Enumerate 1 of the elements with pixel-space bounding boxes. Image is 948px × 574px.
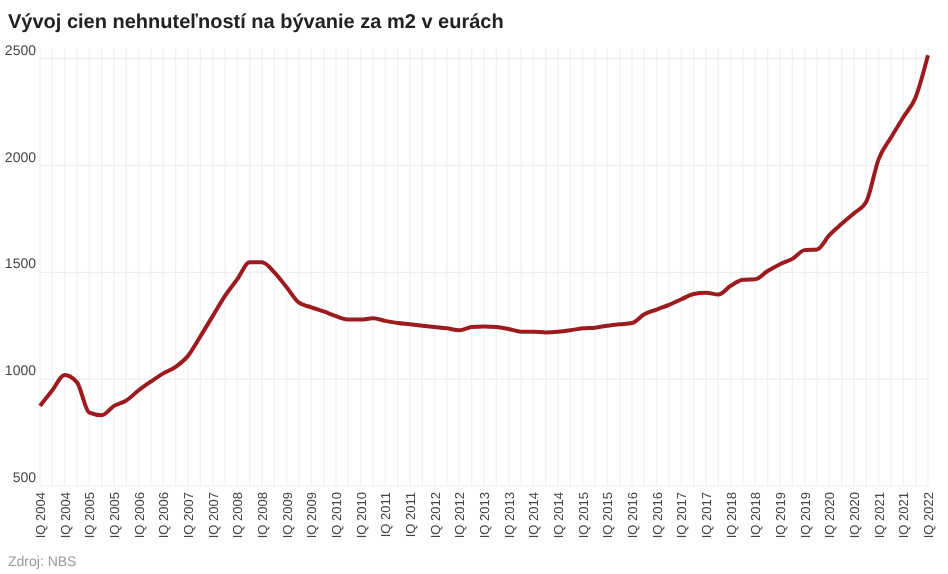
chart-title: Vývoj cien nehnuteľností na bývanie za m2 v eurách [8, 12, 504, 34]
